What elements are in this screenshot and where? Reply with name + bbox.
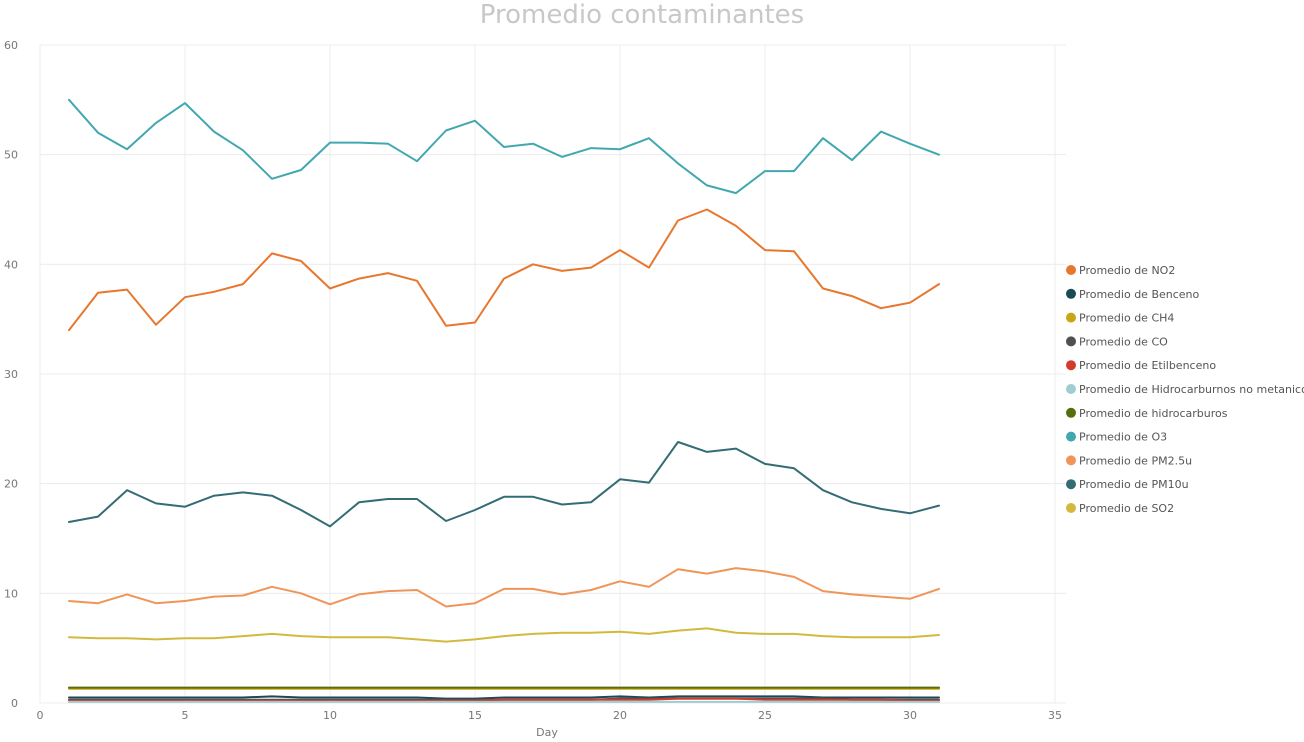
legend-marker: [1066, 431, 1076, 442]
series-line-7: [68, 98, 940, 195]
legend-item[interactable]: Promedio de PM10u: [1066, 478, 1189, 491]
x-tick-label: 15: [468, 709, 482, 722]
legend-marker: [1066, 288, 1076, 299]
x-tick-label: 25: [758, 709, 772, 722]
legend-label: Promedio de PM2.5u: [1079, 454, 1192, 467]
y-tick-label: 50: [4, 149, 18, 162]
x-tick-label: 10: [323, 709, 337, 722]
legend-marker: [1066, 407, 1076, 418]
legend-marker: [1066, 384, 1076, 394]
legend-item[interactable]: Promedio de CO: [1066, 335, 1168, 348]
legend-label: Promedio de O3: [1079, 431, 1167, 444]
legend[interactable]: Promedio de NO2 Promedio de Benceno Promed…: [1066, 264, 1304, 515]
legend-label: Promedio de CH4: [1079, 312, 1174, 325]
x-tick-label: 0: [37, 709, 44, 722]
legend-label: Promedio de CO: [1079, 335, 1168, 348]
legend-item[interactable]: Promedio de Hidrocarburnos no metanicos: [1066, 383, 1304, 396]
y-tick-label: 30: [4, 368, 18, 381]
gridlines: [39, 44, 1066, 704]
legend-label: Promedio de Etilbenceno: [1079, 359, 1216, 372]
series-line-10: [68, 627, 940, 643]
chart-title: Promedio contaminantes: [480, 0, 804, 30]
series-lines: [68, 98, 940, 703]
legend-marker: [1066, 265, 1076, 275]
legend-item[interactable]: Promedio de PM2.5u: [1066, 454, 1192, 467]
series-line-1: [68, 695, 940, 700]
legend-item[interactable]: Promedio de CH4: [1066, 312, 1174, 325]
legend-marker: [1066, 455, 1076, 466]
series-line-0: [68, 208, 940, 332]
x-tick-label: 20: [613, 709, 627, 722]
x-axis-label: Day: [536, 726, 558, 739]
legend-item[interactable]: Promedio de hidrocarburos: [1066, 407, 1228, 420]
legend-item[interactable]: Promedio de NO2: [1066, 264, 1175, 277]
legend-marker: [1066, 336, 1076, 347]
x-tick-label: 30: [903, 709, 917, 722]
legend-item[interactable]: Promedio de Benceno: [1066, 288, 1200, 301]
legend-label: Promedio de Benceno: [1079, 288, 1200, 301]
series-line-9: [68, 441, 940, 528]
legend-marker: [1066, 360, 1076, 371]
legend-label: Promedio de hidrocarburos: [1079, 407, 1228, 420]
legend-item[interactable]: Promedio de O3: [1066, 431, 1167, 444]
legend-item[interactable]: Promedio de SO2: [1066, 502, 1174, 515]
y-tick-label: 20: [4, 478, 18, 491]
series-line-4: [68, 697, 940, 702]
legend-label: Promedio de SO2: [1079, 502, 1174, 515]
legend-item[interactable]: Promedio de Etilbenceno: [1066, 359, 1216, 372]
series-line-8: [68, 567, 940, 608]
y-tick-label: 0: [11, 697, 18, 710]
y-tick-label: 40: [4, 258, 18, 271]
legend-label: Promedio de PM10u: [1079, 478, 1189, 491]
x-tick-label: 35: [1048, 709, 1062, 722]
y-axis-ticks: 0 10 20 30 40 50 60: [4, 39, 18, 710]
legend-marker: [1066, 503, 1076, 513]
legend-label: Promedio de Hidrocarburnos no metanicos: [1079, 383, 1304, 396]
legend-marker: [1066, 479, 1076, 490]
y-tick-label: 10: [4, 587, 18, 600]
x-axis-ticks: 0 5 10 15 20 25 30 35: [37, 709, 1063, 722]
y-tick-label: 60: [4, 39, 18, 52]
x-tick-label: 5: [182, 709, 189, 722]
legend-label: Promedio de NO2: [1079, 264, 1175, 277]
legend-marker: [1066, 312, 1076, 323]
